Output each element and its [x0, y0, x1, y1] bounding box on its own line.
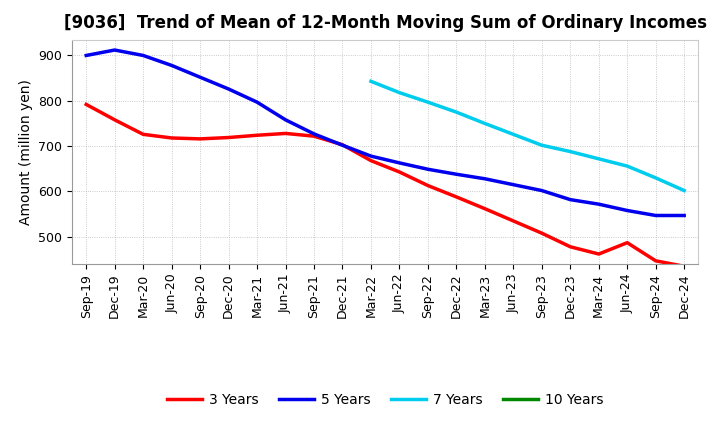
7 Years [395, 90, 404, 95]
5 Years [82, 53, 91, 58]
3 Years [423, 183, 432, 188]
3 Years [338, 142, 347, 147]
7 Years [595, 156, 603, 161]
3 Years [196, 136, 204, 142]
5 Years [139, 53, 148, 58]
3 Years [452, 194, 461, 200]
3 Years [480, 206, 489, 211]
7 Years [537, 143, 546, 148]
5 Years [480, 176, 489, 181]
3 Years [366, 158, 375, 163]
3 Years [395, 169, 404, 175]
5 Years [366, 154, 375, 159]
7 Years [452, 110, 461, 115]
5 Years [566, 197, 575, 202]
5 Years [537, 188, 546, 193]
7 Years [366, 79, 375, 84]
5 Years [652, 213, 660, 218]
Line: 5 Years: 5 Years [86, 50, 684, 216]
7 Years [652, 175, 660, 180]
3 Years [623, 240, 631, 246]
Legend: 3 Years, 5 Years, 7 Years, 10 Years: 3 Years, 5 Years, 7 Years, 10 Years [161, 388, 609, 413]
5 Years [282, 117, 290, 122]
7 Years [566, 149, 575, 154]
5 Years [680, 213, 688, 218]
3 Years [509, 218, 518, 224]
3 Years [82, 102, 91, 107]
3 Years [110, 117, 119, 122]
5 Years [452, 172, 461, 177]
5 Years [395, 160, 404, 165]
5 Years [423, 167, 432, 172]
5 Years [167, 63, 176, 68]
5 Years [196, 75, 204, 80]
Line: 3 Years: 3 Years [86, 104, 684, 266]
3 Years [566, 244, 575, 249]
3 Years [282, 131, 290, 136]
5 Years [595, 202, 603, 207]
5 Years [110, 48, 119, 53]
7 Years [623, 163, 631, 169]
7 Years [680, 188, 688, 193]
3 Years [167, 136, 176, 141]
3 Years [253, 132, 261, 138]
3 Years [680, 264, 688, 269]
3 Years [310, 133, 318, 139]
5 Years [253, 99, 261, 105]
Title: [9036]  Trend of Mean of 12-Month Moving Sum of Ordinary Incomes: [9036] Trend of Mean of 12-Month Moving … [63, 15, 707, 33]
3 Years [225, 135, 233, 140]
3 Years [139, 132, 148, 137]
Line: 7 Years: 7 Years [371, 81, 684, 191]
5 Years [623, 208, 631, 213]
7 Years [509, 132, 518, 137]
5 Years [225, 86, 233, 92]
5 Years [509, 182, 518, 187]
7 Years [480, 121, 489, 126]
5 Years [338, 143, 347, 148]
3 Years [595, 251, 603, 257]
3 Years [652, 258, 660, 264]
5 Years [310, 131, 318, 136]
3 Years [537, 231, 546, 236]
7 Years [423, 99, 432, 105]
Y-axis label: Amount (million yen): Amount (million yen) [19, 79, 32, 225]
